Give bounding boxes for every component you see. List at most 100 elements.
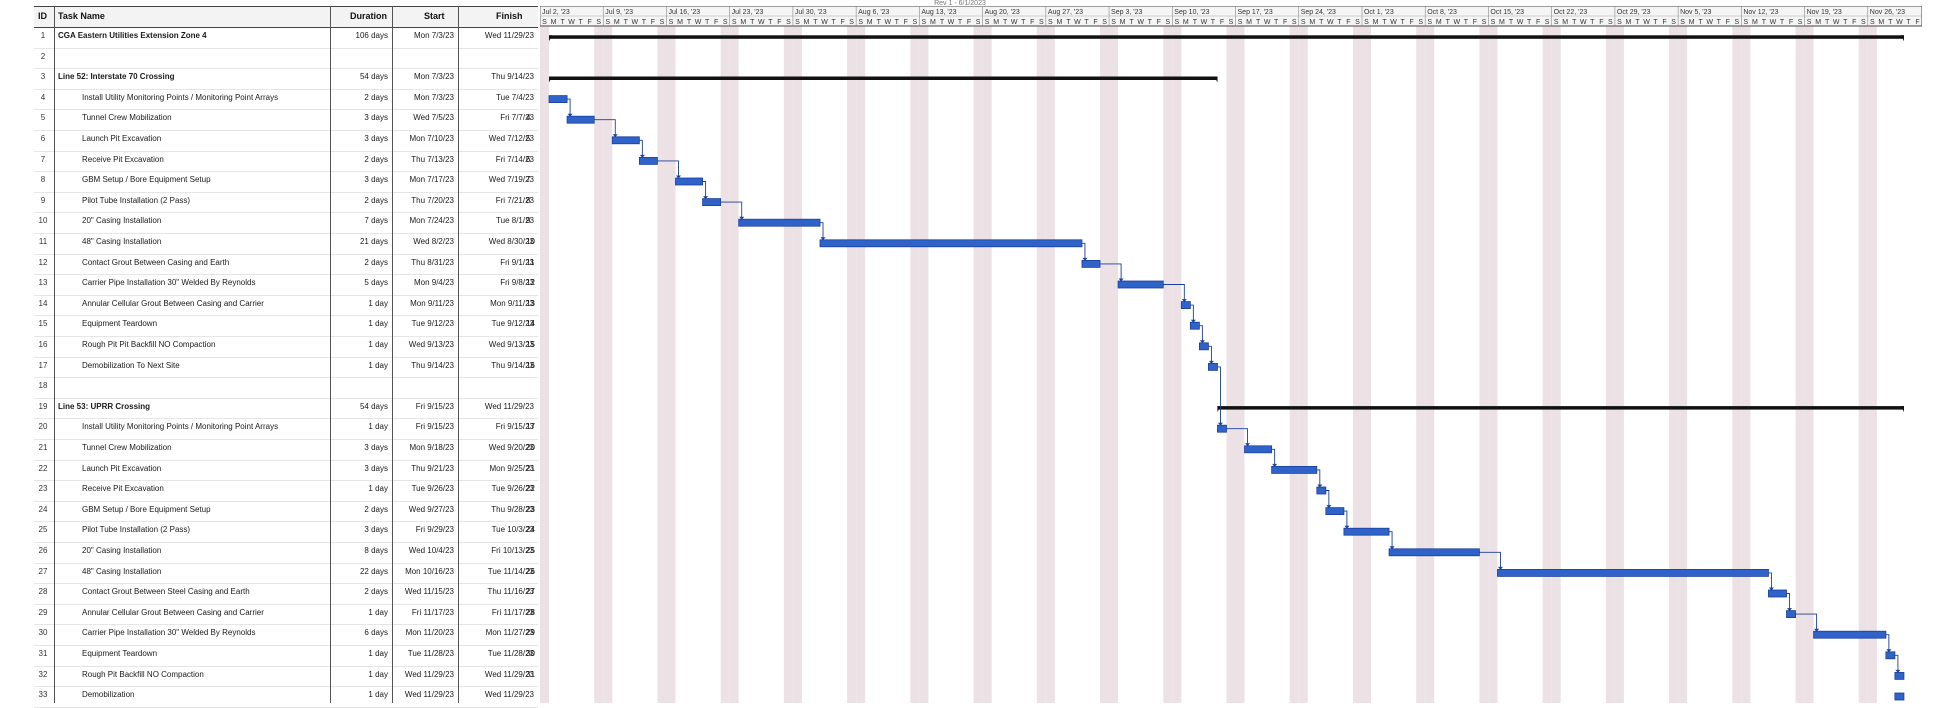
table-row[interactable]: 32 Rough Pit Backfill NO Compaction 1 day W… [34,666,538,688]
col-task-name[interactable]: Task Name [58,11,105,21]
day-letter: T [642,19,647,26]
task-finish: Tue 9/12/23 [491,319,534,329]
day-letter: S [596,19,601,26]
dependency-arrow [567,113,573,117]
dependency-link [1786,593,1790,611]
task-bar-4 [548,95,568,103]
day-letter: F [1346,19,1350,26]
task-start: Tue 9/26/23 [411,484,454,494]
table-row[interactable]: 27 48" Casing Installation 22 days Mon 10/1… [34,563,538,585]
col-start[interactable]: Start [424,11,445,21]
task-start: Mon 7/3/23 [413,31,454,40]
table-row[interactable]: 14 Annular Cellular Grout Between Casing … [34,295,538,317]
dependency-arrow [1389,546,1395,550]
day-letter: T [831,19,836,26]
task-finish: Wed 8/30/23 [488,237,534,246]
task-id: 32 [38,669,48,679]
day-letter: W [821,19,828,26]
table-row[interactable]: 20 Install Utility Monitoring Points / Mo… [34,418,538,440]
table-row[interactable]: 22 Launch Pit Excavation 3 days Thu 9/21/23… [34,460,538,482]
table-row[interactable]: 12 Contact Grout Between Casing and Earth… [34,254,538,276]
task-id: 7 [40,154,46,164]
table-row[interactable]: 7 Receive Pit Excavation 2 days Thu 7/13/23… [34,151,538,173]
dependency-arrow [1497,566,1503,570]
task-finish: Wed 11/29/23 [484,401,534,411]
day-letter: S [1807,19,1812,26]
table-row[interactable]: 2 [34,48,538,70]
task-name: 20" Casing Installation [82,216,162,226]
weekend-band [973,26,983,703]
day-letter: T [750,19,755,26]
table-row[interactable]: 33 Demobilization 1 day Wed 11/29/23 Wed 11/… [34,686,538,708]
task-duration: 2 days [364,154,388,164]
table-row[interactable]: 11 48" Casing Installation 21 days Wed 8/2/… [34,233,538,255]
table-row[interactable]: 23 Receive Pit Excavation 1 day Tue 9/26/23… [34,480,538,502]
table-row[interactable]: 17 Demobilization To Next Site 1 day Thu 9/… [34,357,538,379]
task-start: Tue 11/28/23 [407,649,454,658]
day-letter: T [1843,19,1848,26]
day-letter: F [1410,19,1414,26]
dependency-link [1199,325,1203,343]
table-row[interactable]: 16 Rough Pit Pit Backfill NO Compaction 1 … [34,336,538,358]
day-letter: F [1726,19,1730,26]
day-letter: F [967,19,971,26]
table-row[interactable]: 29 Annular Cellular Grout Between Casing … [34,604,538,626]
table-row[interactable]: 3 Line 52: Interstate 70 Crossing 54 days M… [34,68,538,90]
task-predecessor: 28 [526,607,535,617]
task-start: Mon 9/18/23 [409,443,454,452]
col-duration[interactable]: Duration [350,11,387,21]
week-label: Jul 16, '23 [668,9,700,16]
day-letter: M [740,19,746,26]
task-name: Install Utility Monitoring Points / Moni… [82,422,279,432]
task-name: 48" Casing Installation [82,566,162,576]
table-row[interactable]: 26 20" Casing Installation 8 days Wed 10/4/… [34,542,538,564]
table-row[interactable]: 1 CGA Eastern Utilities Extension Zone 4 1… [34,27,538,49]
day-letter: F [651,19,655,26]
day-letter: W [1327,19,1334,26]
day-letter: M [1056,19,1062,26]
col-id[interactable]: ID [38,11,47,21]
task-name: Carrier Pipe Installation 30" Welded By … [82,628,256,638]
dependency-arrow [1814,628,1820,632]
task-start: Wed 8/2/23 [413,237,454,246]
table-row[interactable]: 19 Line 53: UPRR Crossing 54 days Fri 9/15/… [34,398,538,420]
dependency-link [1163,284,1185,302]
day-letter: T [1762,19,1767,26]
col-finish[interactable]: Finish [496,11,523,21]
task-predecessor: 25 [526,546,535,555]
table-row[interactable]: 25 Pilot Tube Installation (2 Pass) 3 days… [34,521,538,543]
task-bar-26 [1388,548,1480,557]
day-letter: S [1545,19,1550,26]
table-row[interactable]: 5 Tunnel Crew Mobilization 3 days Wed 7/5/2… [34,109,538,131]
table-row[interactable]: 30 Carrier Pipe Installation 30" Welded B… [34,624,538,646]
day-letter: T [1590,19,1595,26]
task-bar-5 [566,115,595,124]
task-bar-21 [1244,445,1273,454]
table-row[interactable]: 28 Contact Grout Between Steel Casing and… [34,583,538,605]
task-grid: ID Task Name Duration Start Finish 1 CGA … [34,6,538,708]
table-row[interactable]: 10 20" Casing Installation 7 days Mon 7/24/… [34,212,538,234]
table-row[interactable]: 31 Equipment Teardown 1 day Tue 11/28/23 Tue… [34,645,538,667]
weekend-band [1172,26,1182,703]
day-letter: S [660,19,665,26]
table-row[interactable]: 21 Tunnel Crew Mobilization 3 days Mon 9/18… [34,439,538,461]
table-row[interactable]: 15 Equipment Teardown 1 day Tue 9/12/23 Tue … [34,315,538,337]
task-start: Mon 7/3/23 [413,92,454,102]
day-letter: S [1427,19,1432,26]
table-row[interactable]: 4 Install Utility Monitoring Points / Mon… [34,89,538,111]
table-row[interactable]: 18 [34,377,538,399]
weekend-band [1163,26,1173,703]
task-predecessor: 15 [526,340,535,349]
table-row[interactable]: 24 GBM Setup / Bore Equipment Setup 2 days… [34,501,538,523]
task-duration: 21 days [359,237,388,246]
weekend-band [1352,26,1362,703]
weekend-band [982,26,992,703]
table-row[interactable]: 13 Carrier Pipe Installation 30" Welded B… [34,274,538,296]
task-duration: 3 days [364,134,388,143]
table-row[interactable]: 6 Launch Pit Excavation 3 days Mon 7/10/23 W… [34,130,538,152]
weekend-band [1235,26,1245,703]
table-row[interactable]: 9 Pilot Tube Installation (2 Pass) 2 days T… [34,192,538,214]
weekend-band [1045,26,1055,703]
day-letter: M [1878,19,1884,26]
table-row[interactable]: 8 GBM Setup / Bore Equipment Setup 3 days M… [34,171,538,193]
